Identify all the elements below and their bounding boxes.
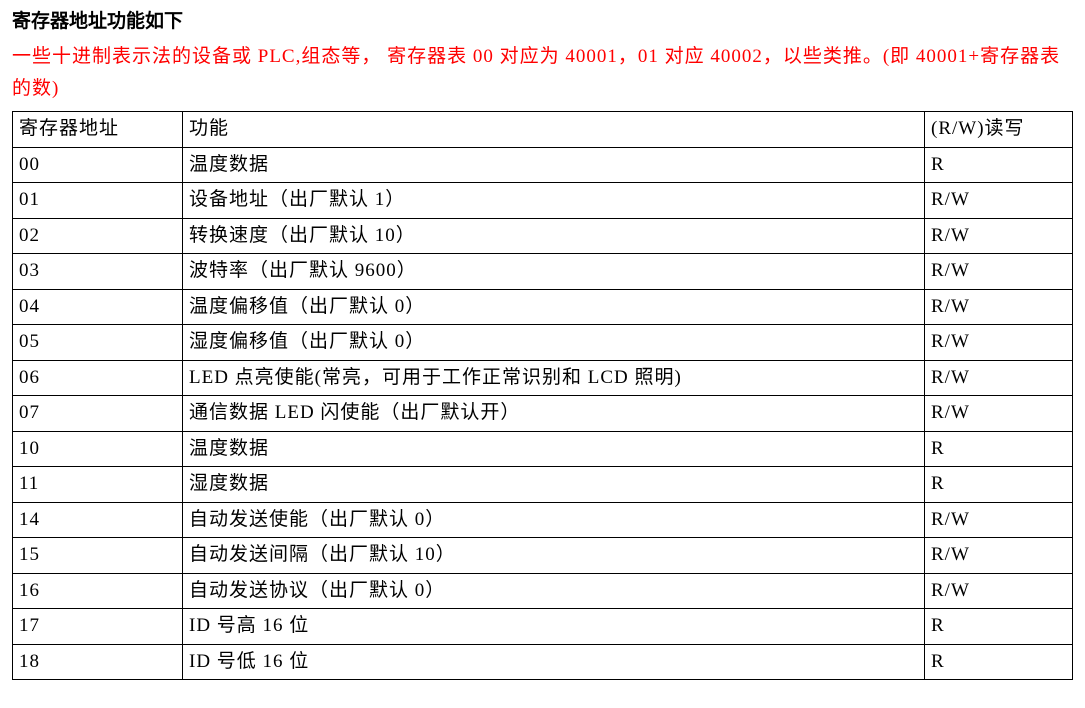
cell-rw: R — [925, 147, 1073, 183]
cell-function: 自动发送间隔（出厂默认 10） — [183, 538, 925, 574]
cell-function: 温度偏移值（出厂默认 0） — [183, 289, 925, 325]
cell-function: 波特率（出厂默认 9600） — [183, 254, 925, 290]
cell-address: 01 — [13, 183, 183, 219]
cell-address: 06 — [13, 360, 183, 396]
table-row: 00温度数据R — [13, 147, 1073, 183]
cell-function: ID 号高 16 位 — [183, 609, 925, 645]
table-row: 02转换速度（出厂默认 10）R/W — [13, 218, 1073, 254]
cell-function: 设备地址（出厂默认 1） — [183, 183, 925, 219]
section-title: 寄存器地址功能如下 — [12, 8, 1073, 37]
cell-function: 自动发送使能（出厂默认 0） — [183, 502, 925, 538]
cell-address: 02 — [13, 218, 183, 254]
cell-rw: R — [925, 467, 1073, 503]
cell-address: 11 — [13, 467, 183, 503]
cell-address: 07 — [13, 396, 183, 432]
cell-address: 04 — [13, 289, 183, 325]
cell-rw: R/W — [925, 254, 1073, 290]
cell-address: 14 — [13, 502, 183, 538]
cell-rw: R/W — [925, 396, 1073, 432]
cell-rw: R/W — [925, 502, 1073, 538]
cell-function: 通信数据 LED 闪使能（出厂默认开） — [183, 396, 925, 432]
cell-rw: R/W — [925, 360, 1073, 396]
cell-function: ID 号低 16 位 — [183, 644, 925, 680]
register-table: 寄存器地址 功能 (R/W)读写 00温度数据R01设备地址（出厂默认 1）R/… — [12, 111, 1073, 680]
cell-rw: R/W — [925, 325, 1073, 361]
table-row: 18ID 号低 16 位R — [13, 644, 1073, 680]
table-row: 04温度偏移值（出厂默认 0）R/W — [13, 289, 1073, 325]
table-row: 06LED 点亮使能(常亮，可用于工作正常识别和 LCD 照明)R/W — [13, 360, 1073, 396]
cell-rw: R — [925, 431, 1073, 467]
cell-function: 湿度数据 — [183, 467, 925, 503]
cell-function: LED 点亮使能(常亮，可用于工作正常识别和 LCD 照明) — [183, 360, 925, 396]
cell-rw: R/W — [925, 183, 1073, 219]
cell-rw: R/W — [925, 538, 1073, 574]
table-row: 11湿度数据R — [13, 467, 1073, 503]
cell-rw: R — [925, 644, 1073, 680]
table-row: 01设备地址（出厂默认 1）R/W — [13, 183, 1073, 219]
cell-function: 自动发送协议（出厂默认 0） — [183, 573, 925, 609]
cell-function: 转换速度（出厂默认 10） — [183, 218, 925, 254]
table-row: 07通信数据 LED 闪使能（出厂默认开）R/W — [13, 396, 1073, 432]
cell-address: 18 — [13, 644, 183, 680]
table-row: 16自动发送协议（出厂默认 0）R/W — [13, 573, 1073, 609]
cell-address: 10 — [13, 431, 183, 467]
cell-function: 温度数据 — [183, 431, 925, 467]
table-row: 14自动发送使能（出厂默认 0）R/W — [13, 502, 1073, 538]
cell-rw: R — [925, 609, 1073, 645]
cell-address: 03 — [13, 254, 183, 290]
table-row: 17ID 号高 16 位R — [13, 609, 1073, 645]
cell-address: 17 — [13, 609, 183, 645]
cell-address: 00 — [13, 147, 183, 183]
cell-function: 温度数据 — [183, 147, 925, 183]
table-header-row: 寄存器地址 功能 (R/W)读写 — [13, 112, 1073, 148]
cell-address: 16 — [13, 573, 183, 609]
table-row: 15自动发送间隔（出厂默认 10）R/W — [13, 538, 1073, 574]
cell-rw: R/W — [925, 218, 1073, 254]
col-header-address: 寄存器地址 — [13, 112, 183, 148]
cell-rw: R/W — [925, 573, 1073, 609]
cell-function: 湿度偏移值（出厂默认 0） — [183, 325, 925, 361]
table-row: 10温度数据R — [13, 431, 1073, 467]
cell-address: 05 — [13, 325, 183, 361]
table-row: 03波特率（出厂默认 9600）R/W — [13, 254, 1073, 290]
cell-rw: R/W — [925, 289, 1073, 325]
note-text: 一些十进制表示法的设备或 PLC,组态等， 寄存器表 00 对应为 40001，… — [12, 41, 1073, 106]
table-row: 05湿度偏移值（出厂默认 0）R/W — [13, 325, 1073, 361]
col-header-function: 功能 — [183, 112, 925, 148]
col-header-rw: (R/W)读写 — [925, 112, 1073, 148]
cell-address: 15 — [13, 538, 183, 574]
